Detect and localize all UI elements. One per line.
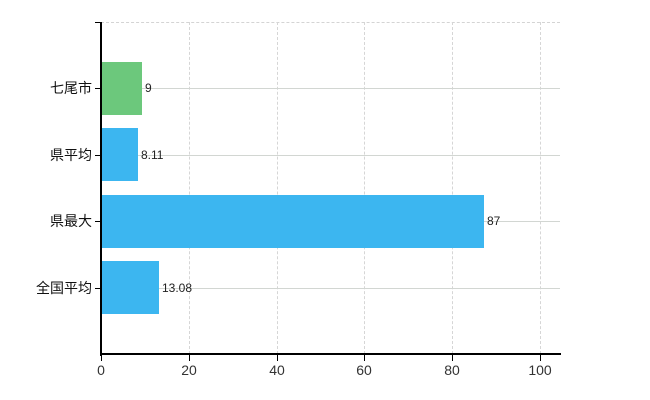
vertical-gridline	[364, 22, 366, 354]
horizontal-gridline	[101, 88, 560, 89]
value-label: 8.11	[141, 148, 164, 162]
x-axis-tick	[364, 355, 365, 361]
horizontal-gridline	[101, 288, 560, 289]
plot-area-top-border	[101, 22, 560, 23]
x-axis-tick	[189, 355, 190, 361]
y-axis-tick	[95, 22, 101, 23]
x-axis-line	[101, 353, 561, 355]
vertical-gridline	[452, 22, 454, 354]
vertical-gridline	[188, 22, 190, 354]
x-axis-tick-label: 60	[356, 362, 372, 378]
x-axis-tick	[540, 355, 541, 361]
value-label: 13.08	[162, 281, 193, 295]
category-label: 県最大	[50, 213, 92, 229]
bar-2	[102, 195, 484, 248]
x-axis-tick-label: 20	[181, 362, 197, 378]
bar-3	[102, 261, 159, 314]
x-axis-tick	[101, 355, 102, 361]
x-axis-tick-label: 40	[269, 362, 285, 378]
x-axis-tick	[452, 355, 453, 361]
horizontal-gridline	[101, 155, 560, 156]
x-axis-tick-label: 100	[528, 362, 552, 378]
value-label: 9	[145, 81, 152, 95]
category-label: 七尾市	[50, 80, 92, 96]
y-axis-tick	[95, 155, 101, 156]
vertical-gridline	[276, 22, 278, 354]
category-label: 県平均	[50, 147, 92, 163]
x-axis-tick-label: 80	[444, 362, 460, 378]
bar-0	[102, 62, 142, 115]
bar-1	[102, 128, 138, 181]
x-axis-tick	[277, 355, 278, 361]
y-axis-tick	[95, 221, 101, 222]
y-axis-line	[100, 22, 102, 356]
y-axis-tick	[95, 88, 101, 89]
x-axis-tick-label: 0	[97, 362, 105, 378]
category-label: 全国平均	[36, 280, 92, 296]
vertical-gridline	[540, 22, 541, 354]
y-axis-tick	[95, 288, 101, 289]
value-label: 87	[487, 214, 501, 228]
